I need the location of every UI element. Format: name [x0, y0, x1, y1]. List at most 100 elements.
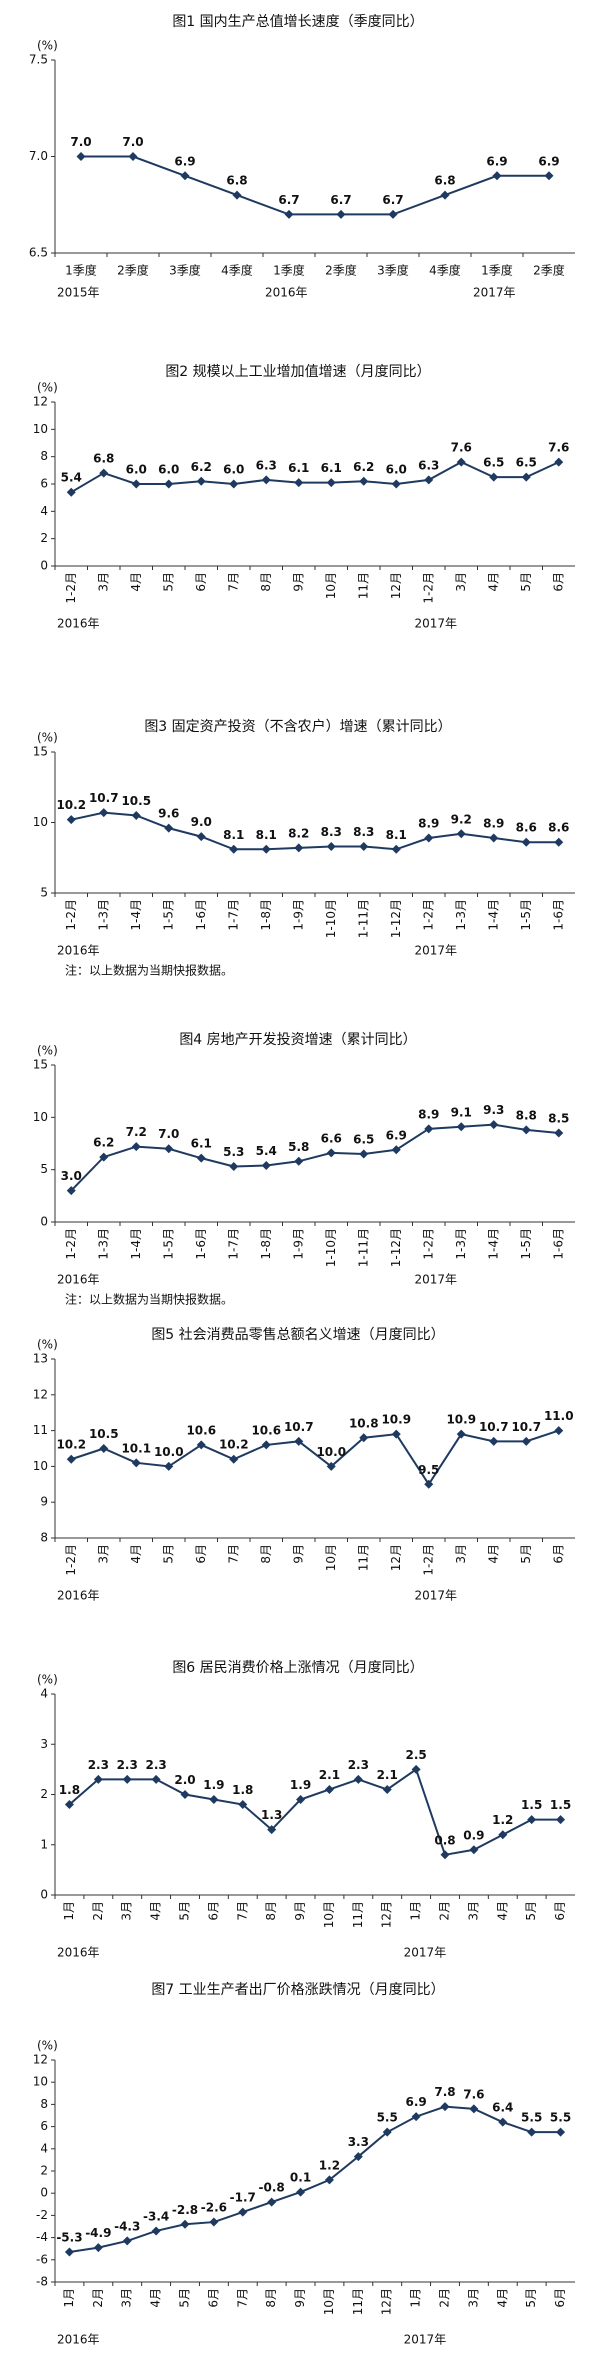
value-label: 8.3: [321, 825, 342, 839]
x-tick-label: 1-2月: [421, 899, 435, 931]
marker: [554, 837, 564, 847]
x-tick-label: 1月: [62, 1901, 76, 1921]
value-label: 6.0: [223, 463, 244, 477]
x-tick-label: 7月: [235, 2288, 249, 2308]
value-label: 10.9: [446, 1413, 476, 1427]
x-tick-label: 12月: [380, 1901, 394, 1928]
marker: [66, 1454, 76, 1464]
y-unit: (%): [37, 1338, 58, 1352]
value-label: 8.6: [516, 821, 537, 835]
marker: [164, 1144, 174, 1154]
year-label: 2016年: [57, 1273, 100, 1287]
x-tick-label: 2月: [91, 2288, 105, 2308]
value-label: 6.9: [405, 2095, 426, 2109]
value-label: 7.6: [548, 441, 569, 455]
value-label: 5.4: [61, 471, 82, 485]
x-tick-label: 3月: [120, 1901, 134, 1921]
value-label: 5.4: [256, 1144, 277, 1158]
marker: [196, 1440, 206, 1450]
marker: [527, 1815, 537, 1825]
x-tick-label: 3月: [466, 1901, 480, 1921]
value-label: 7.0: [122, 135, 143, 149]
x-tick-label: 7月: [235, 1901, 249, 1921]
marker: [391, 844, 401, 854]
marker: [164, 1461, 174, 1471]
marker: [424, 475, 434, 485]
value-label: 6.8: [93, 452, 114, 466]
x-tick-label: 1-9月: [291, 1228, 305, 1260]
value-label: 10.7: [479, 1420, 509, 1434]
value-label: 6.9: [174, 154, 195, 168]
x-tick-label: 3季度: [377, 263, 409, 278]
x-tick-label: 11月: [351, 1901, 365, 1928]
y-tick-label: -8: [36, 2275, 48, 2289]
value-label: 1.2: [492, 1813, 513, 1827]
value-label: 6.8: [226, 174, 247, 188]
value-label: 2.1: [377, 1768, 398, 1782]
value-label: 5.5: [377, 2111, 398, 2125]
x-tick-label: 3月: [466, 2288, 480, 2308]
value-label: 8.9: [483, 817, 504, 831]
marker: [469, 2104, 479, 2114]
marker: [261, 1440, 271, 1450]
marker: [294, 1436, 304, 1446]
value-label: 5.3: [223, 1145, 244, 1159]
value-label: 10.7: [511, 1420, 541, 1434]
y-tick-label: 10: [33, 1459, 48, 1473]
x-tick-label: 6月: [194, 572, 208, 592]
value-label: 2.3: [88, 1758, 109, 1772]
marker: [326, 478, 336, 488]
x-tick-label: 1-11月: [356, 1228, 370, 1267]
x-tick-label: 6月: [206, 1901, 220, 1921]
value-label: -0.8: [259, 2181, 285, 2195]
year-label: 2017年: [415, 944, 458, 958]
y-unit: (%): [37, 731, 58, 745]
x-tick-label: 1-3月: [96, 899, 110, 931]
marker: [469, 1845, 479, 1855]
value-label: 2.5: [405, 1748, 426, 1762]
x-tick-label: 1月: [62, 2288, 76, 2308]
marker: [131, 810, 141, 820]
x-tick-label: 1-6月: [194, 899, 208, 931]
marker: [229, 1162, 239, 1172]
y-tick-label: 0: [40, 2186, 48, 2200]
value-label: 6.0: [386, 463, 407, 477]
line-series: [70, 1123, 559, 1192]
y-tick-label: 10: [33, 815, 48, 829]
value-label: 6.3: [256, 458, 277, 472]
y-unit: (%): [37, 381, 58, 395]
marker: [99, 808, 109, 818]
x-tick-label: 1季度: [65, 263, 97, 278]
x-tick-label: 1-5月: [161, 1228, 175, 1260]
x-tick-label: 4月: [486, 1544, 500, 1564]
marker: [196, 1153, 206, 1163]
value-label: 6.9: [486, 154, 507, 168]
value-label: -2.8: [172, 2203, 198, 2217]
x-tick-label: 4季度: [429, 263, 461, 278]
marker: [180, 171, 190, 181]
y-tick-label: 15: [33, 745, 48, 759]
value-label: 2.3: [145, 1758, 166, 1772]
marker: [122, 1774, 132, 1784]
value-label: 9.0: [191, 815, 212, 829]
marker: [164, 823, 174, 833]
value-label: 9.5: [418, 1463, 439, 1477]
marker: [180, 2219, 190, 2229]
x-tick-label: 3月: [96, 572, 110, 592]
marker: [238, 2207, 248, 2217]
value-label: 8.1: [256, 828, 277, 842]
marker: [261, 475, 271, 485]
x-tick-label: 10月: [322, 2288, 336, 2315]
marker: [151, 2226, 161, 2236]
x-tick-label: 6月: [553, 2288, 567, 2308]
value-label: 1.2: [319, 2158, 340, 2172]
x-tick-label: 5月: [178, 1901, 192, 1921]
marker: [76, 152, 86, 161]
marker: [326, 1148, 336, 1158]
value-label: 8.3: [353, 825, 374, 839]
x-tick-label: 7月: [226, 572, 240, 592]
x-tick-label: 6月: [551, 572, 565, 592]
year-label: 2016年: [57, 944, 100, 958]
year-label: 2017年: [415, 1273, 458, 1287]
